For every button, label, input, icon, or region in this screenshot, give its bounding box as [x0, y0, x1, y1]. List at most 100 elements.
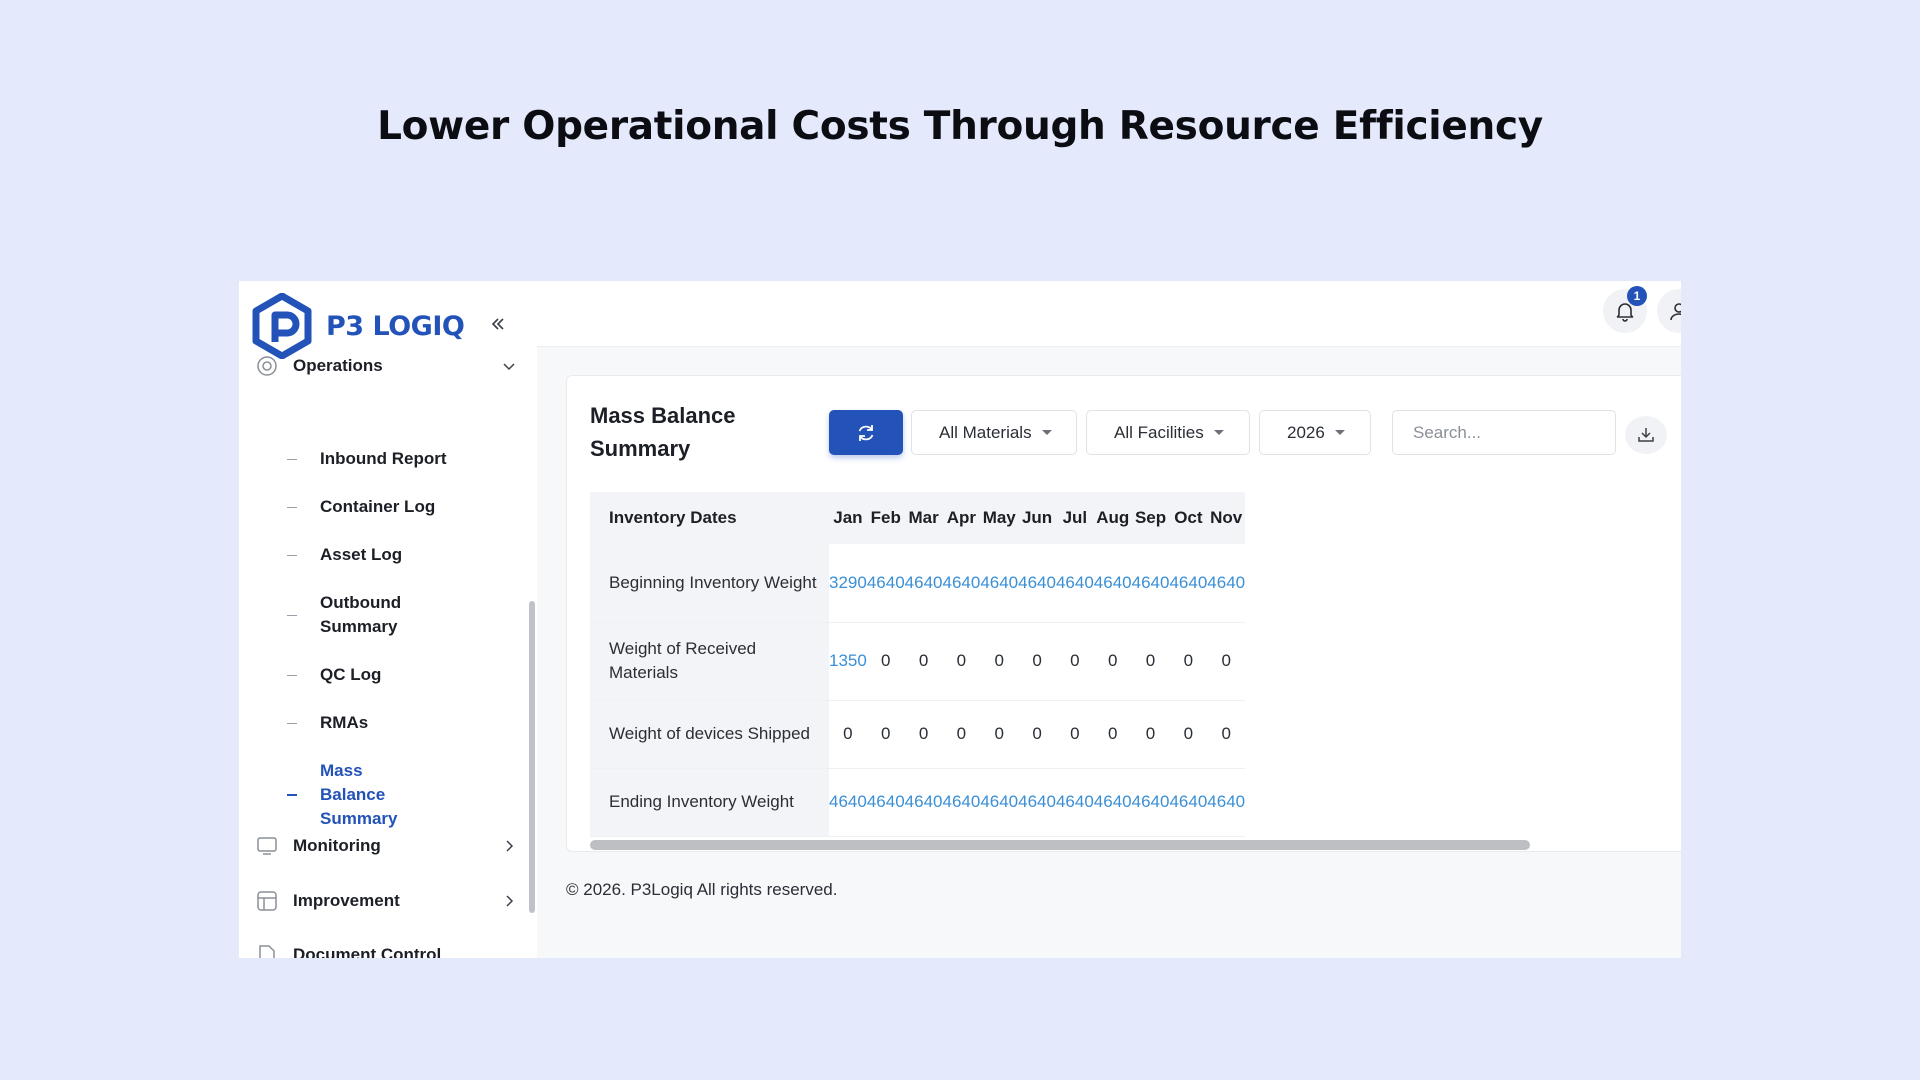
sidebar-section-label: Monitoring — [293, 836, 381, 855]
double-chevron-left-icon — [491, 318, 504, 330]
sidebar-scrollbar[interactable] — [529, 601, 535, 913]
mass-balance-card: Mass Balance Summary All Materials All F… — [566, 375, 1681, 852]
caret-down-icon — [1334, 430, 1345, 435]
table-cell-link[interactable]: 4640 — [1131, 544, 1170, 623]
table-cell-link[interactable]: 4640 — [866, 768, 905, 837]
table-cell: 0 — [1207, 622, 1246, 701]
table-cell-link[interactable]: 4640 — [829, 768, 867, 837]
column-header-jan: Jan — [829, 492, 867, 544]
page-headline: Lower Operational Costs Through Resource… — [377, 104, 1543, 149]
sidebar-section-improvement[interactable]: Improvement — [249, 881, 519, 921]
refresh-button[interactable] — [829, 410, 903, 455]
sidebar-item-asset-log[interactable]: Asset Log — [287, 543, 487, 567]
sidebar-item-qc-log[interactable]: QC Log — [287, 663, 487, 687]
table-cell-link[interactable]: 4640 — [980, 544, 1019, 623]
table-cell-link[interactable]: 3290 — [829, 544, 867, 623]
sidebar-item-label: RMAs — [320, 713, 369, 732]
table-header-inventory-dates: Inventory Dates — [590, 492, 829, 544]
chevron-right-icon — [499, 891, 519, 911]
column-header-jul: Jul — [1055, 492, 1094, 544]
table-cell-link[interactable]: 4640 — [1207, 544, 1246, 623]
sidebar-item-mass-balance-summary[interactable]: Mass Balance Summary — [287, 759, 427, 831]
table-cell: 0 — [866, 700, 905, 769]
table-cell: 0 — [1055, 622, 1094, 701]
brand-name: P3 LOGIQ — [326, 310, 465, 342]
table-cell-link[interactable]: 4640 — [1055, 768, 1094, 837]
table-cell: 0 — [904, 622, 943, 701]
table-cell-link[interactable]: 4640 — [1018, 768, 1056, 837]
sidebar-section-document-control[interactable]: Document Control — [249, 935, 519, 958]
sidebar-item-label: QC Log — [320, 665, 382, 684]
sidebar-item-container-log[interactable]: Container Log — [287, 495, 487, 519]
year-dropdown-value: 2026 — [1287, 422, 1325, 442]
table-row-ending-inventory: Ending Inventory Weight 4640 4640 4640 4… — [590, 768, 1246, 837]
table-cell: 0 — [866, 622, 905, 701]
sidebar-item-rmas[interactable]: RMAs — [287, 711, 487, 735]
column-header-jun: Jun — [1018, 492, 1056, 544]
table-cell-link[interactable]: 4640 — [980, 768, 1019, 837]
brand-logo-icon — [252, 293, 312, 359]
sidebar-section-monitoring[interactable]: Monitoring — [249, 826, 519, 866]
notifications-button[interactable]: 1 — [1603, 286, 1647, 333]
sidebar-item-inbound-report[interactable]: Inbound Report — [287, 447, 487, 471]
table-cell-link[interactable]: 4640 — [1169, 768, 1208, 837]
facilities-dropdown-value: All Facilities — [1114, 422, 1204, 442]
column-header-apr: Apr — [942, 492, 981, 544]
row-label: Weight of Received Materials — [590, 622, 829, 701]
user-menu-button[interactable] — [1657, 289, 1681, 333]
materials-dropdown[interactable]: All Materials — [911, 410, 1077, 455]
table-cell: 0 — [1131, 622, 1170, 701]
table-cell-link[interactable]: 4640 — [904, 544, 943, 623]
notification-badge: 1 — [1627, 286, 1647, 306]
table-cell: 0 — [1018, 622, 1056, 701]
table-cell-link[interactable]: 4640 — [1093, 768, 1132, 837]
table-cell-link[interactable]: 4640 — [1169, 544, 1208, 623]
table-cell-link[interactable]: 4640 — [1131, 768, 1170, 837]
sidebar-item-label: Inbound Report — [320, 449, 447, 468]
footer-copyright: © 2026. P3Logiq All rights reserved. — [566, 880, 838, 899]
table-cell: 0 — [1131, 700, 1170, 769]
table-header-row: Inventory Dates Jan Feb Mar Apr May Jun … — [590, 492, 1246, 544]
sidebar-item-label: Outbound Summary — [320, 593, 402, 636]
table-cell: 0 — [942, 622, 981, 701]
caret-down-icon — [1213, 430, 1224, 435]
table-cell-link[interactable]: 4640 — [1093, 544, 1132, 623]
column-header-may: May — [980, 492, 1019, 544]
document-icon — [255, 943, 279, 958]
table-cell-link[interactable]: 4640 — [1018, 544, 1056, 623]
table-cell: 0 — [904, 700, 943, 769]
refresh-icon — [858, 424, 874, 441]
table-cell: 0 — [980, 622, 1019, 701]
sidebar-item-outbound-summary[interactable]: Outbound Summary — [287, 591, 417, 639]
table-cell: 0 — [1093, 622, 1132, 701]
sidebar-section-label: Operations — [293, 356, 383, 375]
table-cell-link[interactable]: 4640 — [1055, 544, 1094, 623]
table-cell: 0 — [1169, 622, 1208, 701]
sidebar-item-label: Mass Balance Summary — [320, 761, 398, 828]
monitor-icon — [255, 834, 279, 858]
table-cell-link[interactable]: 4640 — [904, 768, 943, 837]
table-row-beginning-inventory: Beginning Inventory Weight 3290 4640 464… — [590, 544, 1246, 623]
table-horizontal-scrollbar[interactable] — [590, 840, 1530, 850]
table-cell-link[interactable]: 4640 — [942, 768, 981, 837]
sidebar-item-label: Container Log — [320, 497, 436, 516]
table-cell-link[interactable]: 4640 — [1207, 768, 1246, 837]
row-label: Ending Inventory Weight — [590, 768, 829, 837]
collapse-sidebar-button[interactable] — [488, 314, 508, 334]
mass-balance-table: Inventory Dates Jan Feb Mar Apr May Jun … — [590, 492, 1246, 837]
search-input[interactable] — [1392, 410, 1616, 455]
year-dropdown[interactable]: 2026 — [1259, 410, 1371, 455]
card-title: Mass Balance Summary — [590, 403, 736, 461]
table-cell-link[interactable]: 4640 — [942, 544, 981, 623]
top-bar: 1 — [537, 281, 1681, 347]
sidebar-section-label: Improvement — [293, 891, 400, 910]
download-button[interactable] — [1625, 416, 1667, 454]
facilities-dropdown[interactable]: All Facilities — [1086, 410, 1250, 455]
table-cell-link[interactable]: 4640 — [866, 544, 905, 623]
column-header-mar: Mar — [904, 492, 943, 544]
caret-down-icon — [1041, 430, 1052, 435]
materials-dropdown-value: All Materials — [939, 422, 1032, 442]
brand[interactable]: P3 LOGIQ — [250, 293, 465, 359]
sidebar-section-operations[interactable]: Operations — [249, 346, 519, 386]
table-cell-link[interactable]: 1350 — [829, 622, 867, 701]
